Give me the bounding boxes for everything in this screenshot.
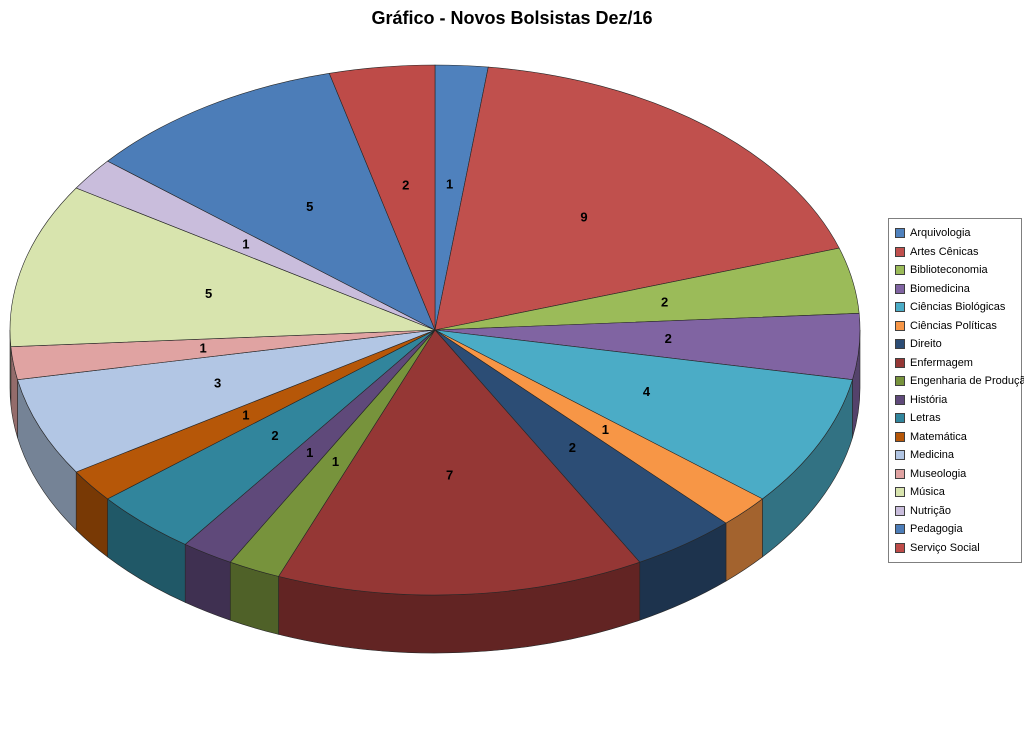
pie-slice-value-label: 1 (306, 445, 313, 460)
legend-item: Biomedicina (892, 280, 1018, 299)
legend-label: Arquivologia (910, 227, 971, 240)
legend-item: Nutrição (892, 502, 1018, 521)
legend-swatch-icon (895, 246, 905, 257)
pie-slice-value-label: 1 (446, 177, 453, 192)
pie-slice-value-label: 5 (205, 286, 212, 301)
pie-slice-Artes Cênicas (434, 66, 840, 331)
legend-swatch-icon (895, 542, 905, 553)
legend-swatch-icon (895, 505, 905, 516)
legend-label: História (910, 393, 948, 406)
pie-slice-value-label: 2 (661, 295, 668, 310)
pie-slice-value-label: 9 (580, 210, 587, 225)
legend-swatch-icon (895, 394, 905, 405)
pie-slice-Enfermagem (278, 329, 641, 596)
legend-item: Enfermagem (892, 354, 1018, 373)
pie-slice-Pedagogia (106, 72, 436, 331)
pie-slice-value-label: 2 (569, 440, 576, 455)
legend-item: Direito (892, 335, 1018, 354)
pie-slice-Medicina (17, 329, 436, 473)
legend-swatch-icon (895, 431, 905, 442)
legend-item: Biblioteconomia (892, 261, 1018, 280)
legend-item: Medicina (892, 446, 1018, 465)
legend-label: Nutrição (910, 504, 951, 517)
pie-slice-value-label: 4 (643, 384, 651, 399)
pie-slice-value-label: 2 (271, 428, 278, 443)
legend-label: Biomedicina (910, 282, 970, 295)
legend-swatch-icon (895, 228, 905, 239)
legend-item: Artes Cênicas (892, 243, 1018, 262)
legend-swatch-icon (895, 468, 905, 479)
legend-label: Ciências Políticas (910, 319, 997, 332)
legend-item: Pedagogia (892, 520, 1018, 539)
legend-swatch-icon (895, 413, 905, 424)
legend-label: Pedagogia (910, 523, 963, 536)
legend-item: História (892, 391, 1018, 410)
legend-swatch-icon (895, 450, 905, 461)
legend-item: Letras (892, 409, 1018, 428)
pie-slice-value-label: 7 (446, 467, 453, 482)
legend-item: Música (892, 483, 1018, 502)
pie-slice-value-label: 5 (306, 199, 313, 214)
pie-slice-value-label: 1 (242, 408, 249, 423)
legend-item: Matemática (892, 428, 1018, 447)
pie-slice-value-label: 2 (402, 177, 409, 192)
legend-swatch-icon (895, 265, 905, 276)
legend-label: Matemática (910, 430, 967, 443)
legend-item: Engenharia de Produção (892, 372, 1024, 391)
legend-label: Serviço Social (910, 541, 980, 554)
legend-swatch-icon (895, 524, 905, 535)
legend-label: Direito (910, 338, 942, 351)
legend-label: Letras (910, 412, 941, 425)
pie-slice-Serviço Social (328, 64, 436, 331)
legend-swatch-icon (895, 339, 905, 350)
legend-swatch-icon (895, 357, 905, 368)
legend-swatch-icon (895, 320, 905, 331)
pie-slice-value-label: 1 (242, 236, 249, 251)
chart-title: Gráfico - Novos Bolsistas Dez/16 (371, 8, 653, 28)
legend-swatch-icon (895, 376, 905, 387)
pie-slice-value-label: 1 (602, 422, 609, 437)
pie-slice-value-label: 1 (199, 340, 206, 355)
legend-item: Arquivologia (892, 224, 1018, 243)
legend: Arquivologia Artes Cênicas Biblioteconomia… (888, 218, 1024, 563)
legend-label: Medicina (910, 449, 955, 462)
pie-slice-Ciências Biológicas (434, 329, 853, 500)
pie-slice-value-label: 3 (214, 376, 221, 391)
legend-swatch-icon (895, 302, 905, 313)
pie-slice-Música (9, 187, 436, 347)
legend-item: Ciências Biológicas (892, 298, 1018, 317)
pie-slice-value-label: 2 (665, 331, 672, 346)
legend-label: Música (910, 486, 945, 499)
legend-item: Serviço Social (892, 539, 1018, 558)
legend-label: Biblioteconomia (910, 264, 988, 277)
legend-label: Engenharia de Produção (910, 375, 1024, 388)
legend-label: Artes Cênicas (910, 245, 979, 258)
legend-swatch-icon (895, 283, 905, 294)
legend-item: Ciências Políticas (892, 317, 1018, 336)
legend-label: Enfermagem (910, 356, 973, 369)
legend-label: Museologia (910, 467, 967, 480)
pie-slice-value-label: 1 (332, 454, 339, 469)
legend-swatch-icon (895, 487, 905, 498)
legend-item: Museologia (892, 465, 1018, 484)
legend-label: Ciências Biológicas (910, 301, 1006, 314)
